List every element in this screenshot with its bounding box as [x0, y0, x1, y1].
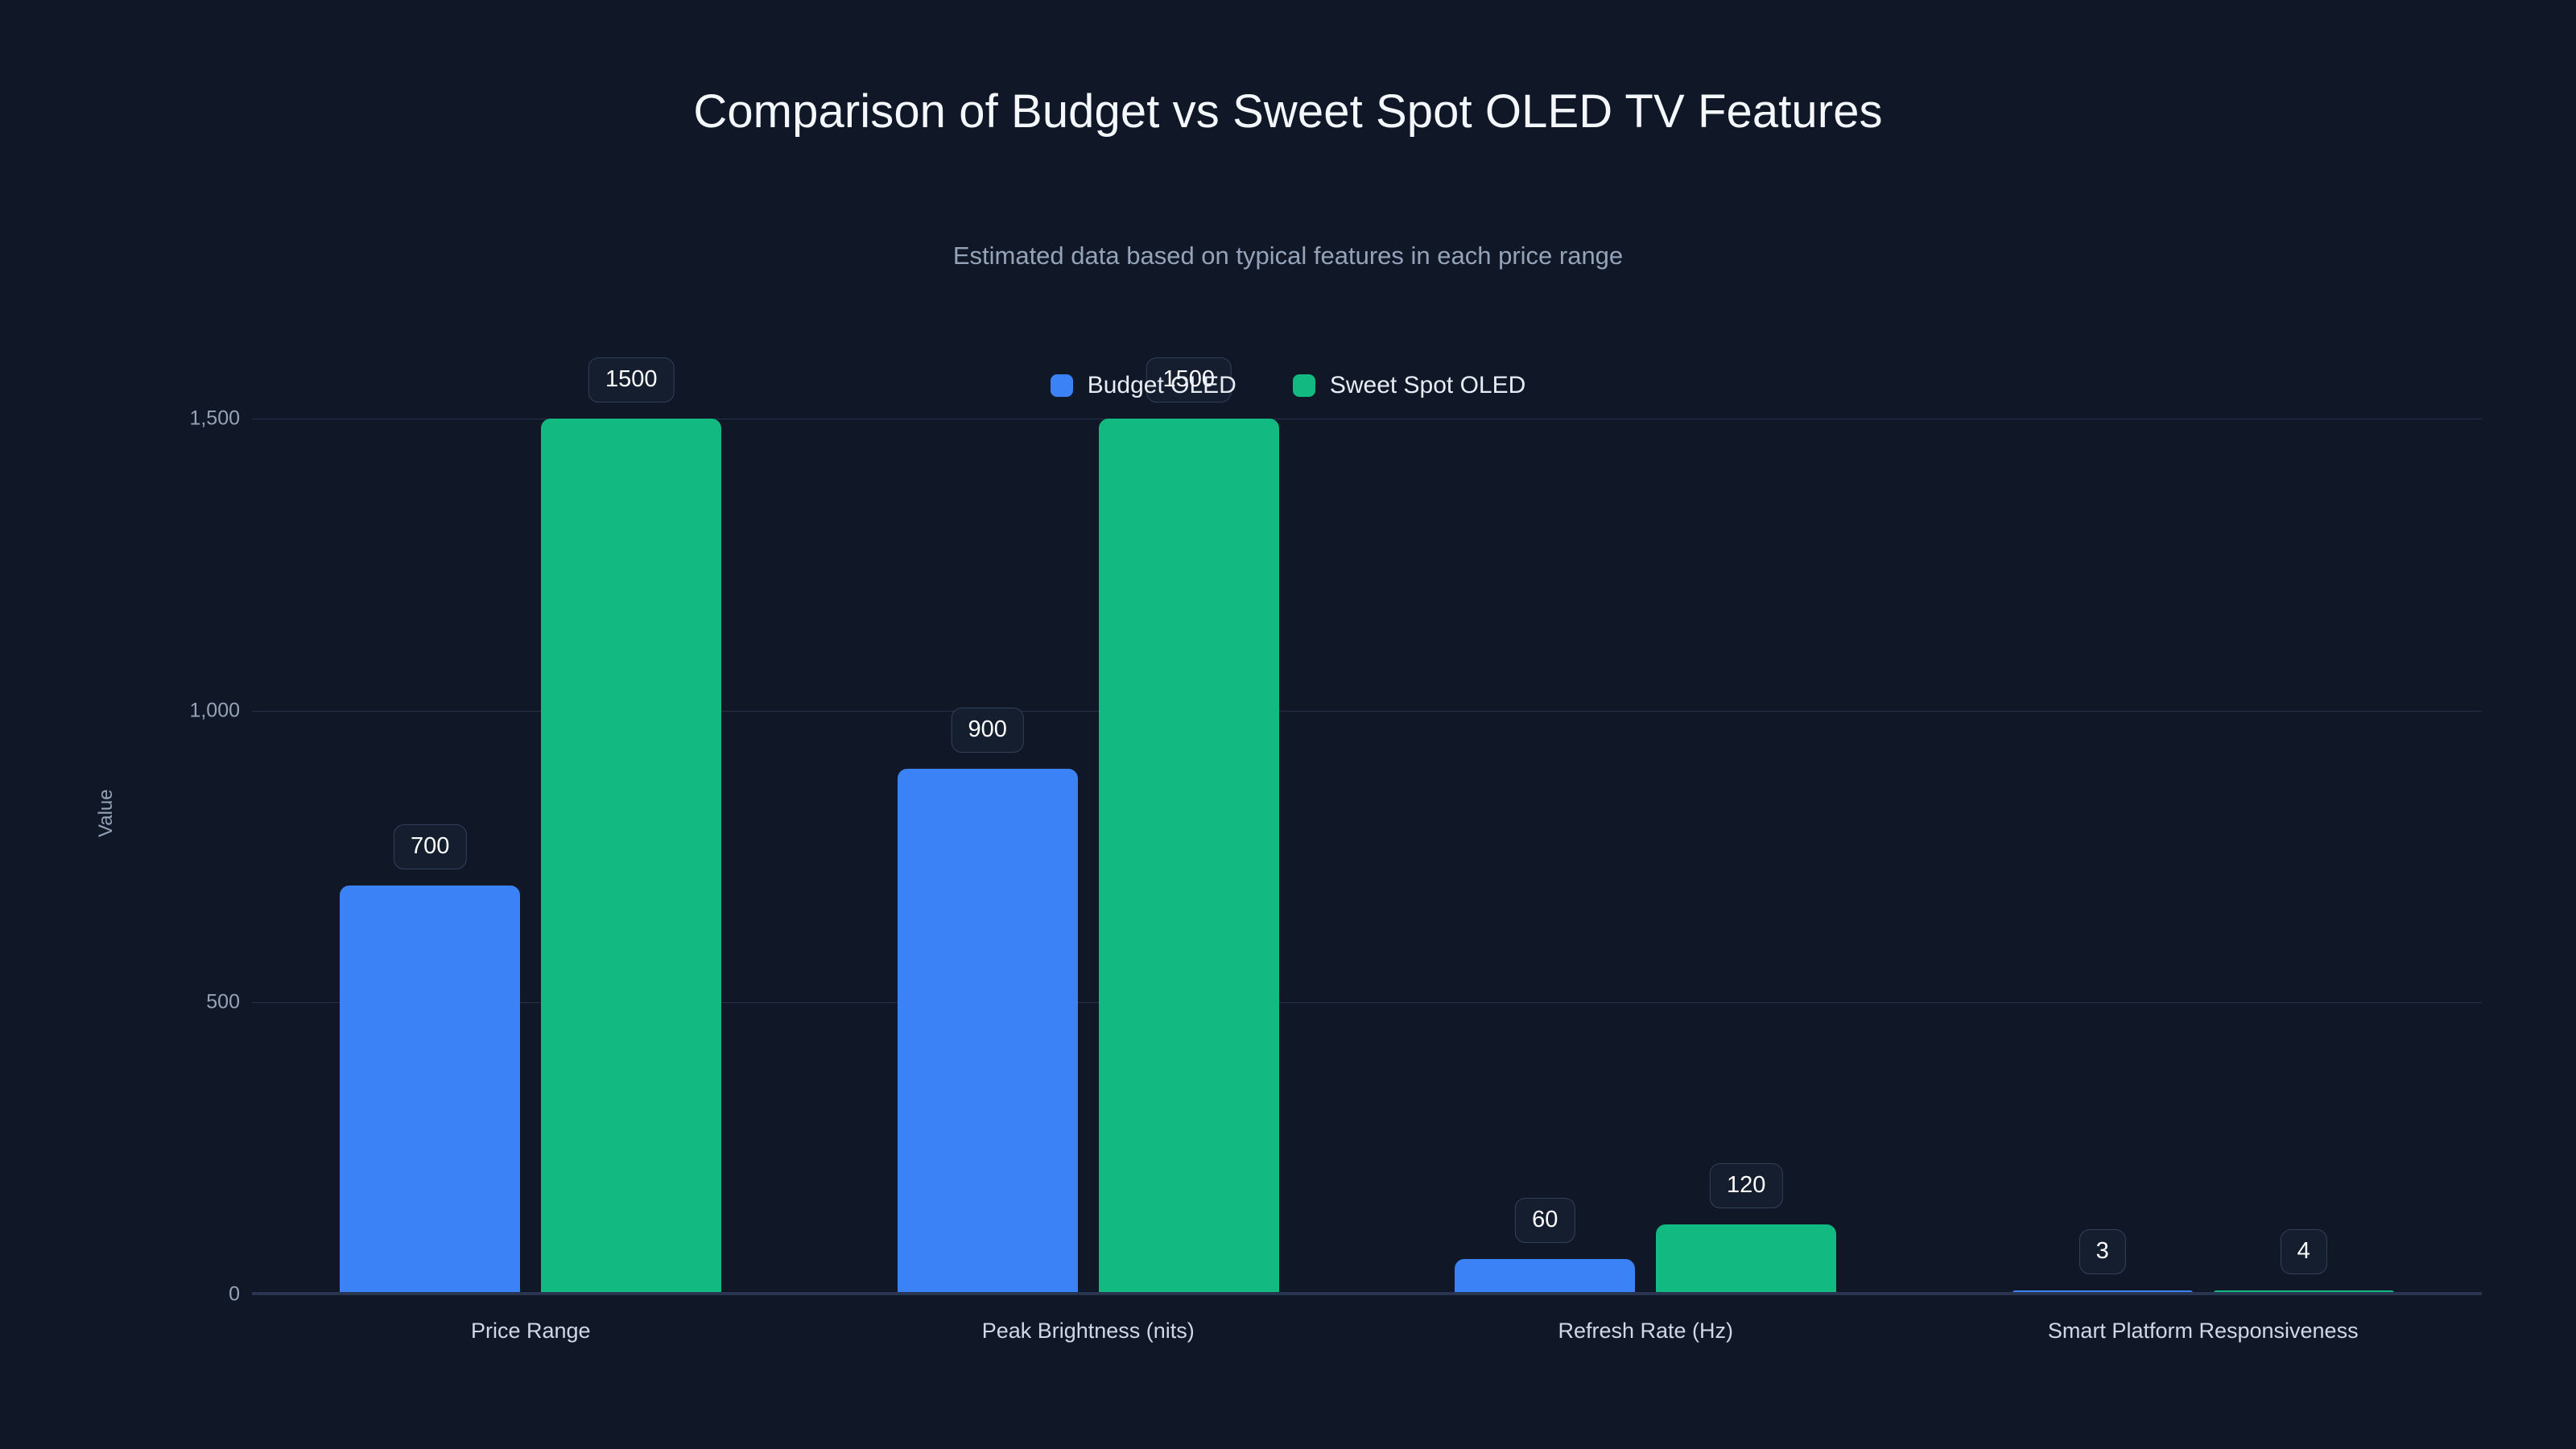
- chart-legend: Budget OLED Sweet Spot OLED: [0, 372, 2576, 399]
- x-axis-category-label: Price Range: [470, 1319, 591, 1343]
- plot-area: [252, 419, 2482, 1295]
- legend-label-budget: Budget OLED: [1087, 372, 1236, 398]
- gridline: [252, 1002, 2482, 1004]
- value-label: 700: [394, 824, 467, 870]
- bar-budget[interactable]: [1455, 1259, 1636, 1294]
- bar-budget[interactable]: [340, 886, 521, 1294]
- x-axis-category-label: Smart Platform Responsiveness: [2047, 1319, 2359, 1343]
- bar-sweet-spot[interactable]: [541, 419, 722, 1294]
- bar-sweet-spot[interactable]: [1098, 419, 1279, 1294]
- legend-label-sweet-spot: Sweet Spot OLED: [1329, 372, 1526, 398]
- value-label: 900: [951, 708, 1024, 753]
- legend-item-sweet-spot-oled[interactable]: Sweet Spot OLED: [1292, 372, 1526, 399]
- gridline: [252, 710, 2482, 712]
- y-axis-title: Value: [95, 789, 117, 837]
- value-label: 4: [2280, 1229, 2327, 1274]
- bar-budget[interactable]: [897, 769, 1078, 1294]
- x-axis-line: [252, 1292, 2482, 1294]
- value-label: 1500: [1146, 357, 1232, 402]
- y-axis-tick-label: 0: [229, 1282, 240, 1306]
- y-axis-tick-label: 1,500: [189, 407, 240, 430]
- value-label: 60: [1515, 1198, 1575, 1244]
- value-label: 120: [1710, 1162, 1783, 1208]
- chart-subtitle: Estimated data based on typical features…: [952, 242, 1624, 270]
- gridline: [252, 1294, 2482, 1295]
- legend-swatch-icon-budget: [1050, 374, 1073, 397]
- bar-sweet-spot[interactable]: [1656, 1224, 1837, 1294]
- legend-swatch-icon-sweet-spot: [1292, 374, 1315, 397]
- y-axis-tick-label: 1,000: [189, 699, 240, 722]
- chart-title: Comparison of Budget vs Sweet Spot OLED …: [693, 85, 1883, 138]
- value-label: 3: [2079, 1229, 2126, 1274]
- x-axis-category-label: Refresh Rate (Hz): [1558, 1319, 1734, 1343]
- legend-item-budget-oled[interactable]: Budget OLED: [1050, 372, 1236, 399]
- x-axis-category-label: Peak Brightness (nits): [981, 1319, 1195, 1343]
- value-label: 1500: [588, 357, 675, 402]
- y-axis-tick-label: 500: [206, 990, 240, 1013]
